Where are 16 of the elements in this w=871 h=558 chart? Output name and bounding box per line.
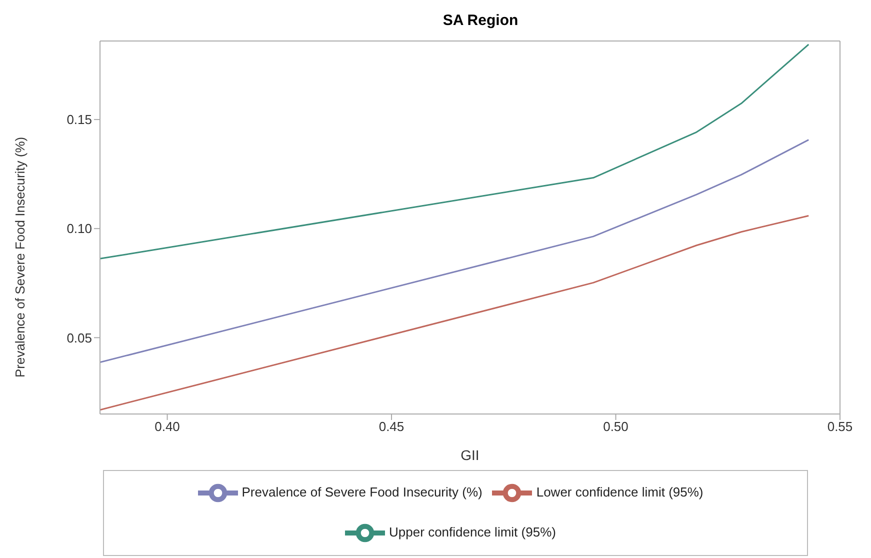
y-tick-label: 0.10 [66,221,92,236]
y-tick-label: 0.15 [66,112,92,128]
legend-label: Lower confidence limit (95%) [536,484,704,500]
x-tick-label: 0.45 [378,419,404,434]
x-tick-label: 0.50 [603,419,628,434]
y-tick-label: 0.05 [66,330,92,346]
line-series [100,139,810,364]
x-axis-title: GII [460,447,480,463]
line-series [100,44,810,260]
x-tick-label: 0.40 [154,419,180,434]
y-axis-title: Prevalence of Severe Food Insecurity (%) [12,136,28,378]
chart-title: SA Region [442,11,520,31]
x-tick-label: 0.55 [827,419,853,434]
legend-label: Upper confidence limit (95%) [389,524,556,540]
legend-label: Prevalence of Severe Food Insecurity (%) [242,484,482,500]
line-series [100,214,810,411]
